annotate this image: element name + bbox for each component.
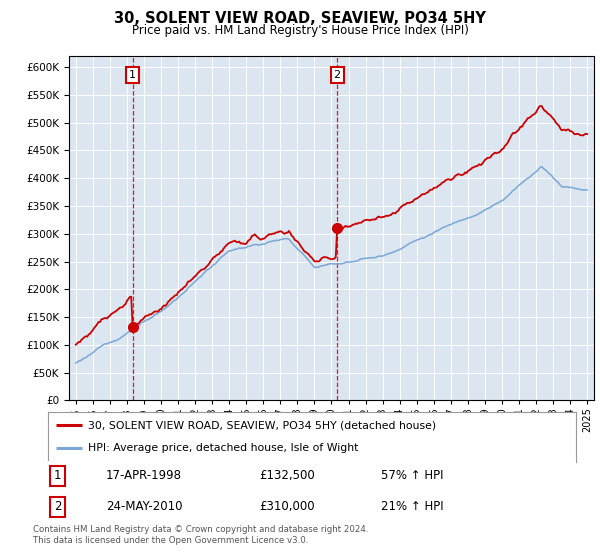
Text: 1: 1 [54,469,61,483]
Text: Contains HM Land Registry data © Crown copyright and database right 2024.
This d: Contains HM Land Registry data © Crown c… [33,525,368,545]
Text: £132,500: £132,500 [259,469,315,483]
Text: 30, SOLENT VIEW ROAD, SEAVIEW, PO34 5HY (detached house): 30, SOLENT VIEW ROAD, SEAVIEW, PO34 5HY … [88,420,436,430]
Text: 1: 1 [129,70,136,80]
Text: 57% ↑ HPI: 57% ↑ HPI [380,469,443,483]
Text: 2: 2 [54,500,61,514]
Text: Price paid vs. HM Land Registry's House Price Index (HPI): Price paid vs. HM Land Registry's House … [131,24,469,36]
Text: HPI: Average price, detached house, Isle of Wight: HPI: Average price, detached house, Isle… [88,444,358,454]
Text: £310,000: £310,000 [259,500,315,514]
Text: 21% ↑ HPI: 21% ↑ HPI [380,500,443,514]
Text: 30, SOLENT VIEW ROAD, SEAVIEW, PO34 5HY: 30, SOLENT VIEW ROAD, SEAVIEW, PO34 5HY [114,11,486,26]
Text: 2: 2 [334,70,341,80]
Text: 24-MAY-2010: 24-MAY-2010 [106,500,182,514]
Text: 17-APR-1998: 17-APR-1998 [106,469,182,483]
